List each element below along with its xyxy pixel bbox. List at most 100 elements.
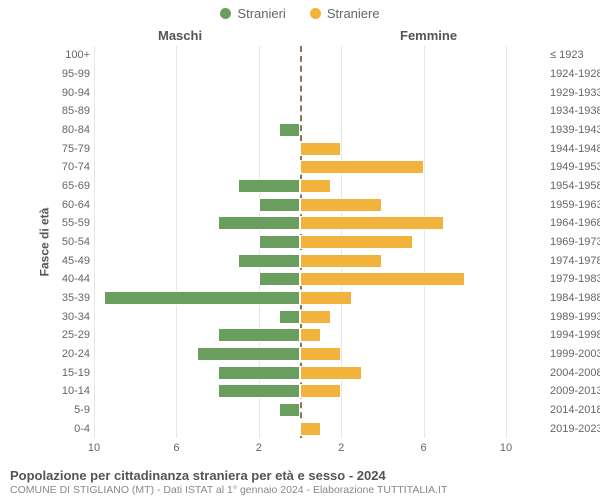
y-left-tick: 75-79 bbox=[50, 143, 90, 155]
y-left-tick: 90-94 bbox=[50, 87, 90, 99]
bar-female bbox=[300, 160, 424, 174]
bar-male bbox=[218, 366, 300, 380]
y-axis-right: ≤ 1923 1924-1928 1929-1933 1934-1938 1939-19… bbox=[550, 46, 600, 438]
bar-male bbox=[238, 179, 300, 193]
x-tick: 6 bbox=[173, 442, 179, 454]
y-axis-left: 100+ 95-99 90-94 85-89 80-84 75-79 70-74 65-69 6… bbox=[50, 46, 90, 438]
bar-female bbox=[300, 310, 331, 324]
y-right-tick: 1944-1948 bbox=[550, 143, 600, 155]
bar-row bbox=[94, 310, 506, 324]
bar-row bbox=[94, 291, 506, 305]
bar-female bbox=[300, 198, 382, 212]
y-left-tick: 10-14 bbox=[50, 385, 90, 397]
chart-area: Fasce di età Anni di nascita 100+95-9990… bbox=[54, 46, 546, 438]
y-right-tick: 2009-2013 bbox=[550, 385, 600, 397]
y-left-tick: 95-99 bbox=[50, 68, 90, 80]
y-left-tick: 80-84 bbox=[50, 124, 90, 136]
x-tick: 10 bbox=[500, 442, 512, 454]
bar-male bbox=[279, 123, 300, 137]
bar-row bbox=[94, 328, 506, 342]
legend-swatch-female bbox=[310, 8, 321, 19]
bar-row bbox=[94, 67, 506, 81]
bar-row bbox=[94, 347, 506, 361]
legend: Stranieri Straniere bbox=[0, 0, 600, 23]
y-left-tick: 30-34 bbox=[50, 311, 90, 323]
bar-row bbox=[94, 104, 506, 118]
legend-swatch-male bbox=[220, 8, 231, 19]
bar-female bbox=[300, 235, 413, 249]
bar-female bbox=[300, 366, 362, 380]
y-left-tick: 20-24 bbox=[50, 348, 90, 360]
x-tick: 2 bbox=[338, 442, 344, 454]
y-right-tick: 1989-1993 bbox=[550, 311, 600, 323]
chart-footer: Popolazione per cittadinanza straniera p… bbox=[10, 468, 590, 496]
x-tick: 2 bbox=[256, 442, 262, 454]
bar-row bbox=[94, 254, 506, 268]
gridline bbox=[506, 46, 507, 438]
column-header-male: Maschi bbox=[158, 28, 202, 43]
y-right-tick: ≤ 1923 bbox=[550, 49, 600, 61]
bar-row bbox=[94, 384, 506, 398]
bar-male bbox=[218, 384, 300, 398]
y-left-tick: 100+ bbox=[50, 49, 90, 61]
y-right-tick: 1979-1983 bbox=[550, 273, 600, 285]
y-right-tick: 2014-2018 bbox=[550, 404, 600, 416]
bar-female bbox=[300, 142, 341, 156]
bar-male bbox=[279, 310, 300, 324]
y-right-tick: 1999-2003 bbox=[550, 348, 600, 360]
bar-row bbox=[94, 422, 506, 436]
bar-female bbox=[300, 272, 465, 286]
bar-male bbox=[197, 347, 300, 361]
bar-row bbox=[94, 160, 506, 174]
x-tick: 6 bbox=[421, 442, 427, 454]
bar-male bbox=[238, 254, 300, 268]
y-left-tick: 0-4 bbox=[50, 423, 90, 435]
y-right-tick: 2004-2008 bbox=[550, 367, 600, 379]
bar-row bbox=[94, 403, 506, 417]
y-right-tick: 1964-1968 bbox=[550, 217, 600, 229]
y-right-tick: 1974-1978 bbox=[550, 255, 600, 267]
bar-female bbox=[300, 216, 444, 230]
chart-title: Popolazione per cittadinanza straniera p… bbox=[10, 468, 590, 483]
bar-row bbox=[94, 366, 506, 380]
bar-female bbox=[300, 179, 331, 193]
y-left-tick: 60-64 bbox=[50, 199, 90, 211]
y-right-tick: 1954-1958 bbox=[550, 180, 600, 192]
bar-row bbox=[94, 142, 506, 156]
column-header-female: Femmine bbox=[400, 28, 457, 43]
bar-male bbox=[218, 216, 300, 230]
y-right-tick: 1959-1963 bbox=[550, 199, 600, 211]
y-right-tick: 1949-1953 bbox=[550, 161, 600, 173]
y-left-tick: 70-74 bbox=[50, 161, 90, 173]
bar-male bbox=[259, 272, 300, 286]
y-right-tick: 1934-1938 bbox=[550, 105, 600, 117]
y-right-tick: 1969-1973 bbox=[550, 236, 600, 248]
bar-male bbox=[104, 291, 300, 305]
bar-row bbox=[94, 123, 506, 137]
bar-row bbox=[94, 272, 506, 286]
bar-row bbox=[94, 198, 506, 212]
bar-male bbox=[218, 328, 300, 342]
y-right-tick: 1929-1933 bbox=[550, 87, 600, 99]
chart-subtitle: COMUNE DI STIGLIANO (MT) - Dati ISTAT al… bbox=[10, 484, 590, 496]
y-left-tick: 5-9 bbox=[50, 404, 90, 416]
plot-region: 10622610 bbox=[94, 46, 506, 438]
legend-label-female: Straniere bbox=[327, 6, 380, 21]
bar-female bbox=[300, 347, 341, 361]
bar-female bbox=[300, 291, 352, 305]
legend-item-male: Stranieri bbox=[220, 6, 285, 21]
bar-male bbox=[279, 403, 300, 417]
bar-male bbox=[259, 235, 300, 249]
y-left-tick: 65-69 bbox=[50, 180, 90, 192]
bar-row bbox=[94, 235, 506, 249]
legend-item-female: Straniere bbox=[310, 6, 380, 21]
bar-row bbox=[94, 48, 506, 62]
bar-female bbox=[300, 328, 321, 342]
y-left-tick: 15-19 bbox=[50, 367, 90, 379]
bar-female bbox=[300, 384, 341, 398]
y-left-tick: 55-59 bbox=[50, 217, 90, 229]
y-left-tick: 85-89 bbox=[50, 105, 90, 117]
y-right-tick: 1939-1943 bbox=[550, 124, 600, 136]
y-left-tick: 45-49 bbox=[50, 255, 90, 267]
y-right-tick: 1924-1928 bbox=[550, 68, 600, 80]
